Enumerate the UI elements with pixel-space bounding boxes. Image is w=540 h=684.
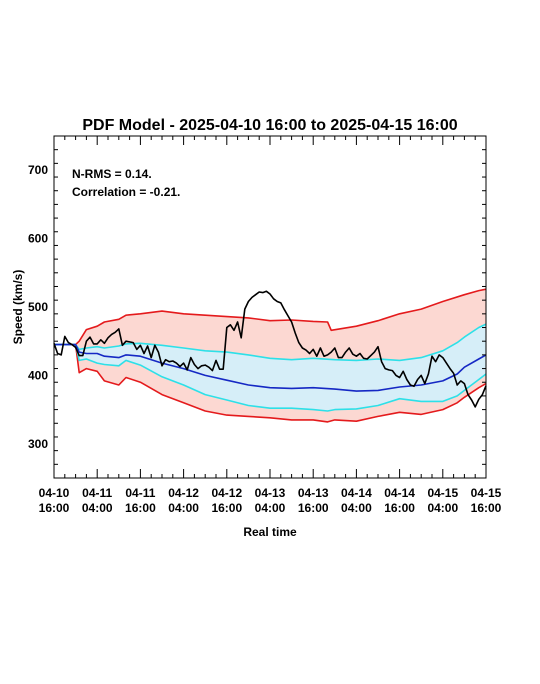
x-tick-label-date: 04-14 [384, 486, 415, 500]
y-axis-label: Speed (km/s) [11, 270, 25, 345]
x-axis-label: Real time [243, 525, 297, 539]
axis-ticks [53, 135, 487, 479]
x-tick-label-time: 04:00 [427, 501, 458, 515]
x-tick-label-time: 16:00 [39, 501, 70, 515]
x-tick-label-date: 04-15 [427, 486, 458, 500]
upper-outer-bound-line [54, 288, 487, 346]
x-tick-label-date: 04-12 [168, 486, 199, 500]
x-tick-label-time: 16:00 [211, 501, 242, 515]
annotation-nrms: N-RMS = 0.14. [72, 167, 152, 181]
y-tick-label: 400 [28, 368, 48, 382]
x-tick-label-time: 04:00 [255, 501, 286, 515]
x-tick-label-date: 04-15 [471, 486, 502, 500]
x-tick-label-date: 04-12 [211, 486, 242, 500]
x-tick-label-time: 04:00 [341, 501, 372, 515]
median-line [54, 343, 487, 392]
y-tick-label: 700 [28, 163, 48, 177]
x-tick-label-date: 04-13 [255, 486, 286, 500]
x-tick-label-time: 16:00 [125, 501, 156, 515]
x-tick-label-time: 04:00 [168, 501, 199, 515]
y-tick-label: 300 [28, 437, 48, 451]
lower-outer-bound-line [54, 343, 487, 423]
x-tick-label-time: 16:00 [471, 501, 502, 515]
x-tick-label-time: 16:00 [384, 501, 415, 515]
x-tick-label-time: 04:00 [82, 501, 113, 515]
x-tick-label-date: 04-13 [298, 486, 329, 500]
series-layer [53, 288, 487, 423]
x-tick-label-date: 04-10 [39, 486, 70, 500]
x-tick-label-date: 04-11 [125, 486, 155, 500]
x-tick-label-time: 16:00 [298, 501, 329, 515]
x-tick-label-date: 04-14 [341, 486, 372, 500]
x-tick-label-date: 04-11 [82, 486, 112, 500]
y-tick-label: 600 [28, 232, 48, 246]
observed-speed-line [53, 290, 487, 408]
axis-tick-labels: 30040050060070004-1016:0004-1104:0004-11… [28, 163, 502, 515]
y-tick-label: 500 [28, 300, 48, 314]
upper-inner-bound-line [54, 323, 487, 362]
annotation-correlation: Correlation = -0.21. [72, 185, 180, 199]
lower-inner-bound-line [54, 343, 487, 412]
chart-title: PDF Model - 2025-04-10 16:00 to 2025-04-… [82, 117, 457, 134]
